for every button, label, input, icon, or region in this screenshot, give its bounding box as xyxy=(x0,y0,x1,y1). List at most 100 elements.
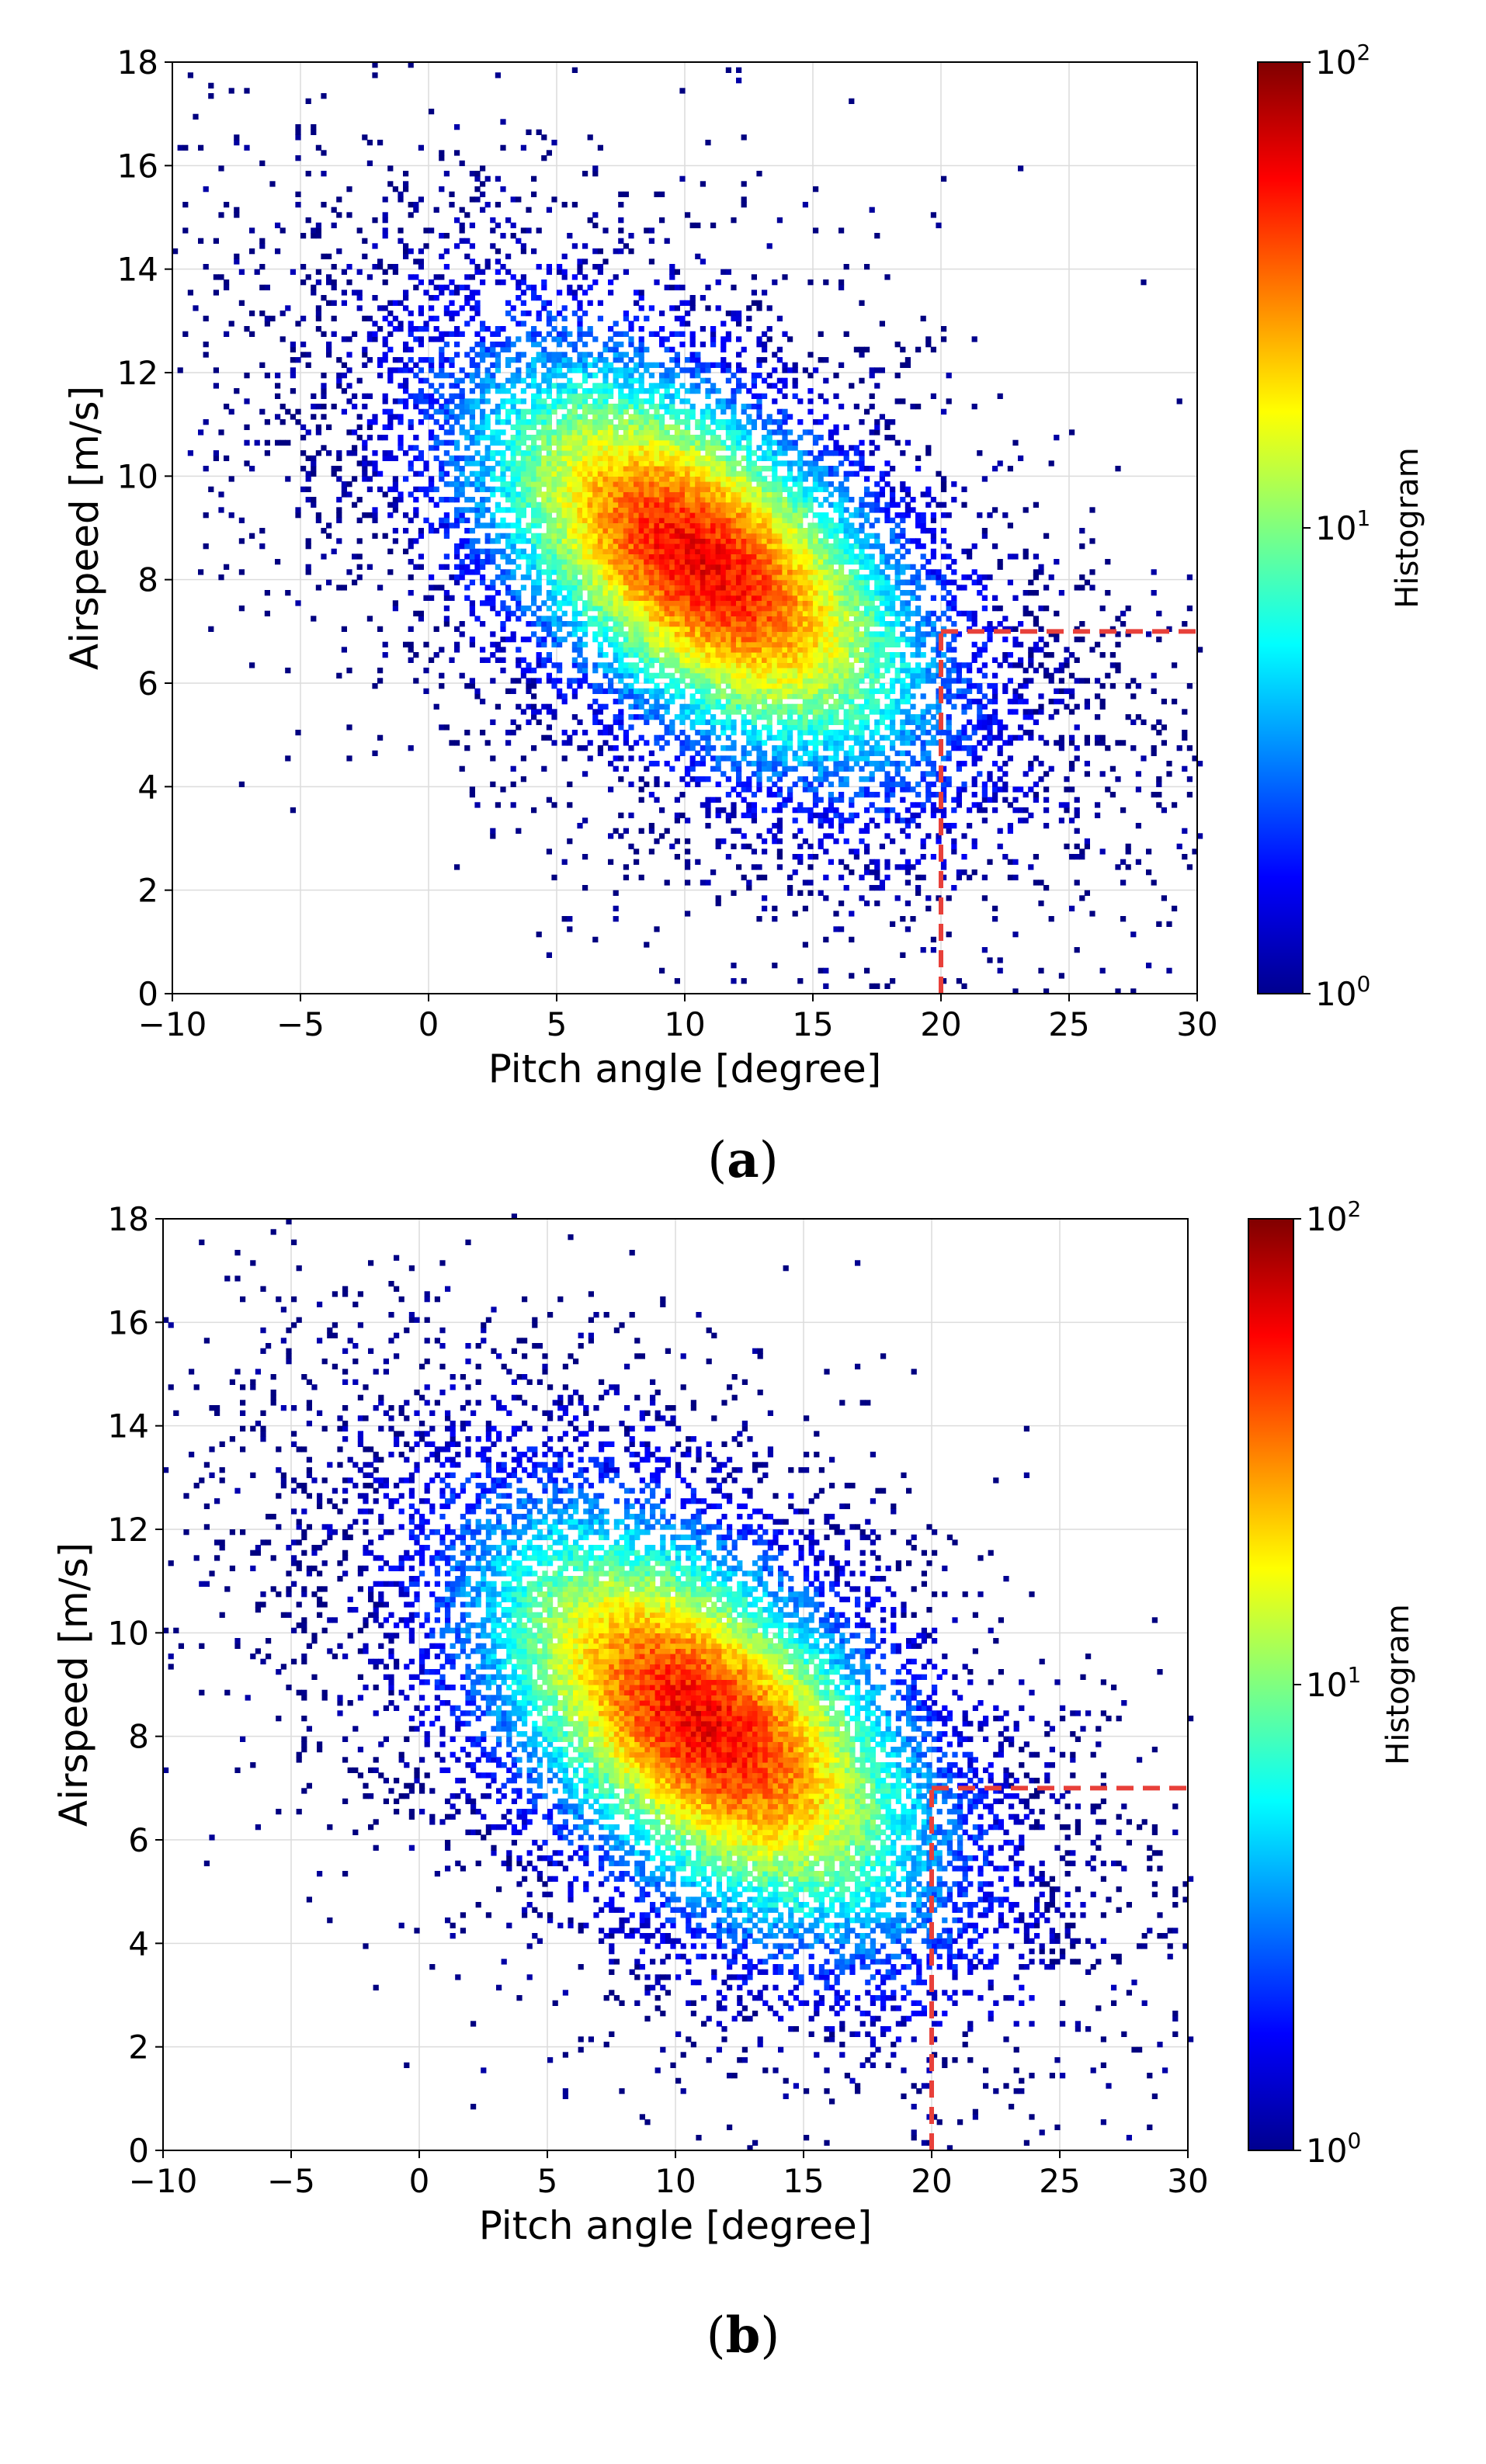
heatmap-cell xyxy=(510,610,516,616)
heatmap-cell xyxy=(567,419,573,425)
heatmap-cell xyxy=(587,507,593,513)
heatmap-cell xyxy=(608,745,614,751)
heatmap-cells xyxy=(172,62,1203,994)
heatmap-cell xyxy=(321,331,327,337)
heatmap-cell xyxy=(741,745,747,751)
heatmap-cell xyxy=(700,445,706,451)
heatmap-cell xyxy=(782,543,788,550)
heatmap-cell xyxy=(669,637,675,643)
heatmap-cell xyxy=(710,445,717,451)
heatmap-cell xyxy=(587,460,593,467)
heatmap-cell xyxy=(577,352,583,358)
heatmap-cell xyxy=(731,486,737,492)
heatmap-cell xyxy=(695,564,701,570)
heatmap-cell xyxy=(567,455,573,461)
heatmap-cell xyxy=(710,755,717,762)
heatmap-cell xyxy=(654,512,660,519)
heatmap-cell xyxy=(623,828,629,834)
heatmap-cell xyxy=(341,481,347,488)
heatmap-cell xyxy=(613,445,619,451)
heatmap-cell xyxy=(290,388,296,394)
heatmap-cell xyxy=(218,212,224,218)
heatmap-cell xyxy=(746,507,752,513)
heatmap-cell xyxy=(602,522,609,529)
heatmap-cell xyxy=(634,688,640,694)
heatmap-cell xyxy=(531,377,537,383)
heatmap-cell xyxy=(674,755,680,762)
heatmap-cell xyxy=(577,637,583,643)
heatmap-cell xyxy=(602,450,609,456)
heatmap-cell xyxy=(762,621,768,627)
heatmap-cell xyxy=(474,564,481,570)
heatmap-cell xyxy=(557,564,563,570)
heatmap-cell xyxy=(715,481,721,488)
heatmap-cell xyxy=(659,377,665,383)
heatmap-cell xyxy=(500,326,506,332)
heatmap-cell xyxy=(526,668,532,674)
heatmap-cell xyxy=(762,703,768,710)
heatmap-cell xyxy=(608,678,614,684)
heatmap-cell xyxy=(597,470,603,477)
heatmap-cell xyxy=(567,781,573,787)
heatmap-cell xyxy=(659,512,665,519)
heatmap-cell xyxy=(776,626,783,632)
heatmap-cell xyxy=(638,305,644,311)
heatmap-cell xyxy=(679,672,686,678)
heatmap-cell xyxy=(613,890,619,896)
heatmap-cell xyxy=(561,512,568,519)
heatmap-cell xyxy=(628,745,634,751)
heatmap-cell xyxy=(531,517,537,523)
heatmap-cell xyxy=(474,481,481,488)
heatmap-cell xyxy=(751,699,757,705)
heatmap-cell xyxy=(577,823,583,829)
heatmap-cell xyxy=(679,641,686,647)
heatmap-cell xyxy=(700,802,706,808)
heatmap-cell xyxy=(644,507,650,513)
heatmap-cell xyxy=(541,569,547,575)
heatmap-cell xyxy=(664,470,670,477)
heatmap-cell xyxy=(387,424,394,430)
heatmap-cell xyxy=(648,678,654,684)
heatmap-cell xyxy=(664,486,670,492)
heatmap-cell xyxy=(577,367,583,373)
heatmap-cell xyxy=(715,388,721,394)
heatmap-cell xyxy=(772,543,778,550)
heatmap-cell xyxy=(695,522,701,529)
heatmap-cell xyxy=(766,719,773,725)
heatmap-cell xyxy=(720,652,727,658)
heatmap-cell xyxy=(382,393,388,399)
heatmap-cell xyxy=(689,497,696,503)
heatmap-cell xyxy=(700,522,706,529)
heatmap-cell xyxy=(608,383,614,389)
heatmap-cell xyxy=(731,445,737,451)
heatmap-cell xyxy=(648,574,654,581)
heatmap-cell xyxy=(449,455,455,461)
heatmap-cell xyxy=(582,606,588,612)
heatmap-cell xyxy=(638,414,644,420)
heatmap-cell xyxy=(638,517,644,523)
heatmap-cell xyxy=(782,522,788,529)
heatmap-cell xyxy=(772,916,778,922)
heatmap-cell xyxy=(648,693,654,699)
heatmap-cell xyxy=(689,610,696,616)
heatmap-cell xyxy=(700,460,706,467)
heatmap-cell xyxy=(418,393,424,399)
heatmap-cell xyxy=(439,439,445,446)
heatmap-cell xyxy=(674,435,680,441)
heatmap-cell xyxy=(700,486,706,492)
heatmap-cell xyxy=(623,507,629,513)
heatmap-cell xyxy=(725,522,731,529)
heatmap-cell xyxy=(480,657,486,663)
heatmap-cell xyxy=(731,522,737,529)
heatmap-cell xyxy=(695,517,701,523)
heatmap-cell xyxy=(182,202,189,208)
heatmap-cell xyxy=(766,600,773,606)
heatmap-cell xyxy=(751,538,757,544)
heatmap-cell xyxy=(490,429,496,436)
heatmap-cell xyxy=(659,693,665,699)
heatmap-cell xyxy=(741,134,747,141)
heatmap-cell xyxy=(505,574,512,581)
heatmap-cell xyxy=(756,528,762,534)
heatmap-cell xyxy=(782,724,788,731)
heatmap-cell xyxy=(474,435,481,441)
